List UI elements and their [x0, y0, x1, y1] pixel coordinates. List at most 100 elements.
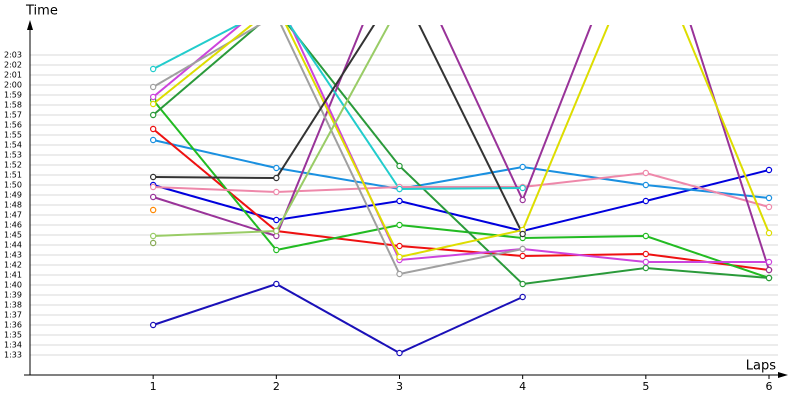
- x-tick-label: 4: [519, 380, 526, 393]
- data-point: [396, 197, 403, 205]
- y-tick-label: 2:00: [4, 81, 22, 90]
- y-tick-label: 1:44: [4, 241, 22, 250]
- data-point: [273, 246, 280, 254]
- series-line: [152, 139, 770, 199]
- y-tick-label: 1:58: [4, 101, 22, 110]
- y-tick-label: 1:45: [4, 231, 22, 240]
- grid: [30, 54, 778, 356]
- series-line: [152, 99, 770, 279]
- data-point: [273, 188, 280, 196]
- data-point: [149, 111, 157, 119]
- data-point: [149, 193, 157, 201]
- data-point: [765, 166, 773, 174]
- x-tick-label: 1: [150, 380, 157, 393]
- y-tick-label: 2:01: [4, 71, 22, 80]
- data-point: [642, 250, 650, 258]
- data-point: [274, 2, 279, 7]
- data-point: [765, 258, 773, 266]
- series-line: [152, 282, 524, 355]
- y-tick-label: 1:42: [4, 261, 22, 270]
- x-tick-label: 3: [396, 380, 403, 393]
- ticks: 1:331:341:351:361:371:381:391:401:411:42…: [4, 51, 773, 394]
- data-point: [273, 164, 280, 172]
- y-tick-label: 1:46: [4, 221, 22, 230]
- data-point: [149, 93, 157, 101]
- series-line: [152, 169, 770, 233]
- series-line: [153, 171, 770, 208]
- y-tick-label: 1:36: [4, 321, 22, 330]
- series-line: [152, 25, 523, 191]
- data-point: [149, 100, 157, 108]
- y-tick-label: 1:35: [4, 331, 22, 340]
- data-point: [519, 184, 526, 192]
- data-point: [149, 83, 157, 91]
- y-tick-label: 1:53: [4, 151, 22, 160]
- data-point: [149, 239, 157, 247]
- y-tick-label: 1:59: [4, 91, 22, 100]
- data-point: [149, 173, 157, 181]
- series-line: [152, 25, 770, 271]
- y-tick-label: 2:02: [4, 61, 22, 70]
- y-tick-label: 2:03: [4, 51, 22, 60]
- data-point: [273, 174, 280, 182]
- data-point: [642, 232, 650, 240]
- data-point: [273, 280, 280, 288]
- data-point: [519, 280, 526, 288]
- data-point: [519, 230, 526, 238]
- y-tick-label: 1:34: [4, 341, 22, 350]
- data-point: [765, 274, 773, 282]
- data-point: [642, 197, 650, 205]
- data-point: [274, 12, 279, 17]
- data-point: [642, 264, 650, 272]
- series-line: [152, 25, 769, 263]
- data-point: [396, 162, 403, 170]
- data-point: [642, 258, 650, 266]
- data-point: [149, 65, 157, 73]
- series-line: [152, 25, 523, 276]
- data-point: [519, 196, 526, 204]
- y-tick-label: 1:43: [4, 251, 22, 260]
- data-point: [642, 181, 650, 189]
- y-tick-label: 1:47: [4, 211, 22, 220]
- data-point: [396, 221, 403, 229]
- y-tick-label: 1:37: [4, 311, 22, 320]
- x-tick-label: 5: [642, 380, 649, 393]
- y-tick-label: 1:38: [4, 301, 22, 310]
- data-point: [149, 125, 157, 133]
- y-tick-label: 1:41: [4, 271, 22, 280]
- data-point: [149, 206, 157, 214]
- x-axis-arrow: [778, 372, 788, 378]
- data-point: [149, 136, 157, 144]
- series-line: [152, 25, 770, 259]
- data-point: [396, 242, 403, 250]
- plot-area: [149, 2, 773, 357]
- data-point: [274, 7, 279, 12]
- x-axis-title: Laps: [746, 359, 776, 374]
- data-point: [519, 252, 526, 260]
- data-point: [396, 185, 403, 193]
- series-line: [153, 25, 524, 235]
- y-tick-label: 1:40: [4, 281, 22, 290]
- data-point: [765, 203, 773, 211]
- data-point: [396, 270, 403, 278]
- y-tick-label: 1:52: [4, 161, 22, 170]
- x-tick-label: 6: [766, 380, 773, 393]
- y-tick-label: 1:54: [4, 141, 22, 150]
- x-tick-label: 2: [273, 380, 280, 393]
- data-point: [519, 293, 526, 301]
- y-tick-label: 1:33: [4, 351, 22, 360]
- data-point: [149, 321, 157, 329]
- data-point: [274, 2, 279, 7]
- y-tick-label: 1:49: [4, 191, 22, 200]
- data-point: [642, 169, 650, 177]
- series-line: [152, 128, 770, 271]
- y-tick-label: 1:56: [4, 121, 22, 130]
- data-point: [765, 229, 773, 237]
- data-point: [765, 266, 773, 274]
- data-point: [519, 245, 526, 253]
- data-point: [149, 183, 157, 191]
- data-point: [397, 2, 402, 7]
- data-point: [273, 227, 280, 235]
- y-tick-label: 1:57: [4, 111, 22, 120]
